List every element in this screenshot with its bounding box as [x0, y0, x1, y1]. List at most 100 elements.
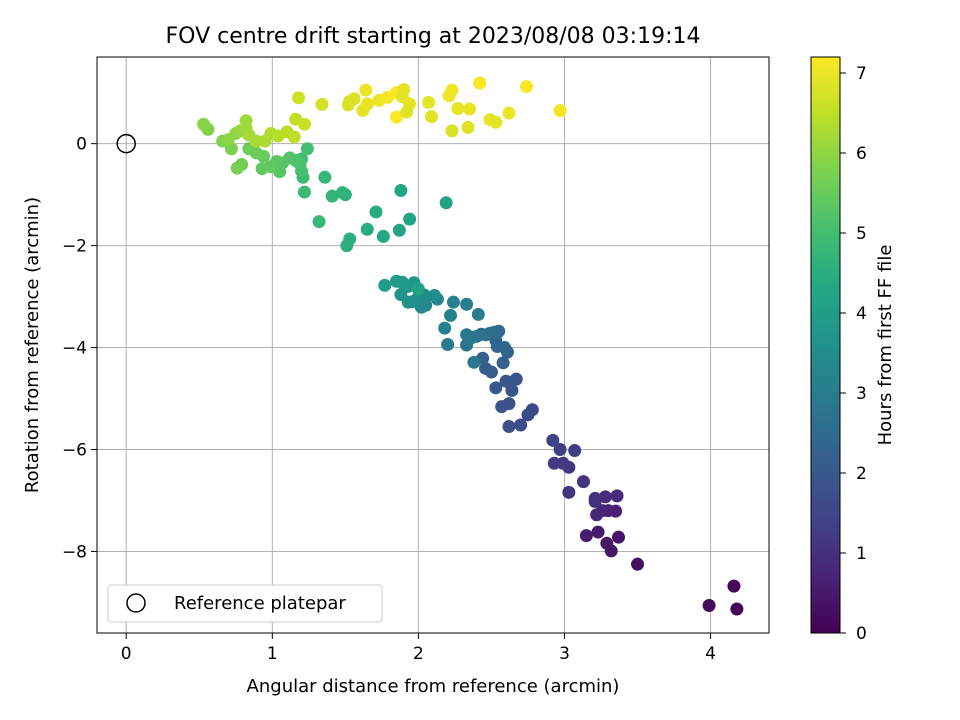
colorbar-label: Hours from first FF file [875, 245, 896, 446]
data-point [489, 381, 503, 395]
data-point [502, 106, 516, 120]
data-point [425, 110, 439, 124]
data-point [590, 508, 604, 522]
x-axis-ticks: 0 1 2 3 4 [121, 633, 716, 664]
data-point [460, 297, 474, 311]
data-point [445, 124, 459, 138]
data-point [631, 557, 645, 571]
colorbar-tick-label: 5 [856, 224, 867, 244]
x-axis-label: Angular distance from reference (arcmin) [247, 676, 620, 697]
data-point [591, 525, 605, 539]
data-point [553, 442, 567, 456]
y-tick-label: −2 [62, 237, 87, 257]
x-tick-label: 2 [413, 644, 424, 664]
data-point [335, 186, 349, 200]
colorbar-ticks: 0 1 2 3 4 5 6 7 [840, 64, 867, 644]
data-point [547, 456, 561, 470]
data-point [553, 104, 567, 118]
data-point [376, 229, 390, 243]
data-point [389, 110, 403, 124]
data-point [463, 102, 477, 116]
chart-title: FOV centre drift starting at 2023/08/08 … [166, 24, 701, 49]
data-point [315, 97, 329, 111]
data-point [403, 212, 417, 226]
data-point [312, 215, 326, 229]
data-point [461, 120, 475, 134]
data-point [340, 239, 354, 253]
legend-marker [126, 593, 146, 613]
data-point [445, 83, 459, 97]
data-point [509, 372, 523, 386]
data-point [360, 222, 374, 236]
data-point [499, 374, 513, 388]
y-axis-ticks: −8 −6 −4 −2 0 [62, 135, 97, 562]
data-point [360, 97, 374, 111]
y-tick-label: −4 [62, 339, 87, 359]
data-point [610, 489, 624, 503]
scatter-points [197, 76, 744, 616]
colorbar: 0 1 2 3 4 5 6 7 Hours from first FF file [810, 56, 896, 644]
data-point [467, 355, 481, 369]
data-point [441, 337, 455, 351]
data-point [392, 223, 406, 237]
data-point [521, 408, 535, 422]
data-point [479, 361, 493, 375]
data-point [546, 433, 560, 447]
x-tick-label: 3 [559, 644, 570, 664]
data-point [489, 115, 503, 129]
data-point [359, 83, 373, 97]
plot-frame [96, 56, 770, 634]
data-point [562, 485, 576, 499]
data-point [297, 117, 311, 131]
data-point [439, 196, 453, 210]
data-point [300, 142, 314, 156]
data-point [347, 92, 361, 106]
y-tick-label: −6 [62, 440, 87, 460]
data-point [495, 400, 509, 414]
data-point [568, 444, 582, 458]
data-point [400, 105, 414, 119]
data-point [292, 91, 306, 105]
data-point [438, 321, 452, 335]
data-point [444, 308, 458, 322]
legend-label: Reference platepar [174, 593, 346, 614]
data-point [255, 162, 269, 176]
data-point [579, 529, 593, 543]
data-point [460, 328, 474, 342]
colorbar-tick-label: 7 [856, 64, 867, 84]
data-point [378, 278, 392, 292]
data-point [702, 598, 716, 612]
y-tick-label: −8 [62, 542, 87, 562]
legend: Reference platepar [107, 584, 383, 623]
colorbar-tick-label: 2 [856, 464, 867, 484]
data-point [325, 189, 339, 203]
data-point [498, 341, 512, 355]
data-point [318, 170, 332, 184]
data-point [297, 185, 311, 199]
data-point [287, 130, 301, 144]
data-point [727, 579, 741, 593]
data-point [471, 307, 485, 321]
y-tick-label: 0 [76, 135, 87, 155]
colorbar-tick-label: 6 [856, 144, 867, 164]
data-point [389, 274, 403, 288]
y-axis-label: Rotation from reference (arcmin) [22, 197, 43, 493]
colorbar-tick-label: 3 [856, 384, 867, 404]
data-point [411, 282, 425, 296]
colorbar-tick-label: 1 [856, 544, 867, 564]
data-point [612, 530, 626, 544]
data-point [422, 95, 436, 109]
data-point [514, 418, 528, 432]
data-point [369, 205, 383, 219]
data-point [230, 161, 244, 175]
data-point [730, 602, 744, 616]
data-point [460, 338, 474, 352]
data-point [600, 536, 614, 550]
colorbar-tick-label: 0 [856, 624, 867, 644]
x-tick-label: 1 [267, 644, 278, 664]
legend-box [107, 584, 383, 623]
x-tick-label: 4 [705, 644, 716, 664]
data-point [197, 117, 211, 131]
data-point [519, 80, 533, 94]
